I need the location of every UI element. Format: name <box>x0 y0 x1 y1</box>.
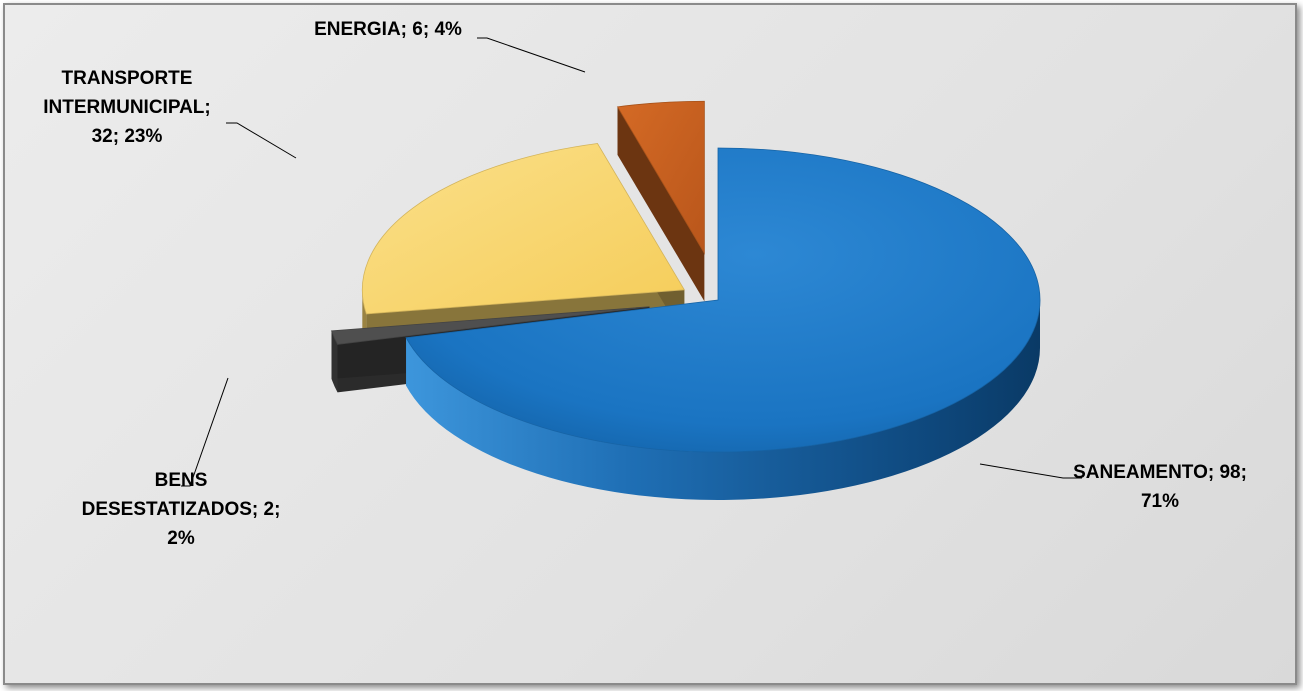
data-label-line: 71% <box>1141 491 1179 512</box>
leader-line-saneamento <box>979 463 1082 479</box>
slice-rim <box>331 330 338 393</box>
leader-line-bens-desestatizados <box>181 377 229 487</box>
data-label-line: SANEAMENTO; 98; <box>1073 462 1247 483</box>
data-label-energia: ENERGIA; 6; 4% <box>314 19 462 40</box>
data-label-line: TRANSPORTE <box>62 68 193 89</box>
slice-wall <box>617 106 705 302</box>
data-label-transporte-intermunicipal: TRANSPORTE INTERMUNICIPAL; 32; 23% <box>43 68 210 147</box>
data-label-line: INTERMUNICIPAL; <box>43 97 210 118</box>
data-label-saneamento: SANEAMENTO; 98; 71% <box>1073 462 1247 512</box>
data-label-line: DESESTATIZADOS; 2; <box>82 499 281 520</box>
slice-top <box>616 100 705 255</box>
slice-top <box>330 306 650 345</box>
pie-slice-energia <box>616 100 705 302</box>
slice-top <box>405 147 1041 453</box>
pie-slice-saneamento <box>405 147 1041 501</box>
slice-top <box>361 143 685 315</box>
data-label-line: 2% <box>167 528 195 549</box>
data-label-line: BENS <box>155 470 208 491</box>
data-label-line: 32; 23% <box>92 126 163 147</box>
leader-line-energia <box>477 37 586 73</box>
slice-rim <box>406 300 1041 501</box>
data-label-line: ENERGIA; 6; 4% <box>314 19 462 40</box>
data-label-bens-desestatizados: BENS DESESTATIZADOS; 2; 2% <box>82 470 281 549</box>
leader-line-transporte-intermunicipal <box>226 122 297 159</box>
